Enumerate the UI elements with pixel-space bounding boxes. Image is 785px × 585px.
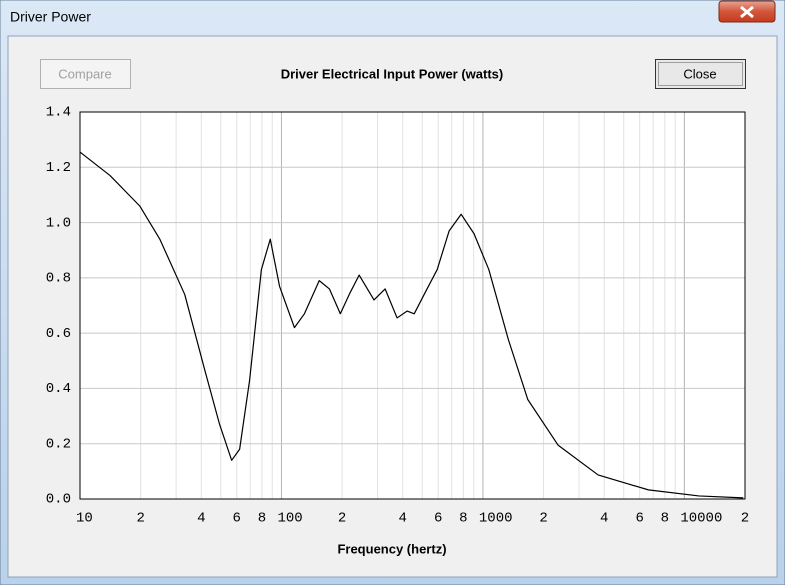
data-line: [79, 151, 744, 499]
y-tick-label: 1.2: [46, 160, 71, 176]
y-tick-label: 0.2: [46, 436, 71, 452]
plot-border: [79, 111, 746, 500]
compare-button[interactable]: Compare: [40, 59, 131, 89]
y-tick-label: 0.0: [46, 492, 71, 508]
chart-title: Driver Electrical Input Power (watts): [281, 66, 504, 81]
y-tick-label: 0.6: [46, 326, 71, 342]
plot: [79, 111, 746, 500]
button-label: Compare: [58, 66, 111, 81]
plot-area: [80, 112, 745, 499]
y-tick-label: 0.8: [46, 271, 71, 287]
window-close-button[interactable]: [718, 0, 776, 23]
window-title: Driver Power: [10, 9, 91, 25]
x-tick-label: 2: [338, 511, 346, 527]
x-tick-label: 8: [661, 511, 669, 527]
x-tick-label: 2: [539, 511, 547, 527]
x-tick-label: 4: [197, 511, 205, 527]
x-tick-label: 4: [600, 511, 608, 527]
x-tick-label: 100: [277, 511, 302, 527]
y-tick-label: 1.4: [46, 105, 71, 121]
x-tick-label: 6: [233, 511, 241, 527]
x-tick-label: 8: [459, 511, 467, 527]
x-tick-label: 6: [635, 511, 643, 527]
x-axis-label: Frequency (hertz): [337, 541, 446, 556]
x-tick-label: 2: [741, 511, 749, 527]
x-tick-label: 4: [399, 511, 407, 527]
x-tick-label: 10000: [680, 511, 722, 527]
x-tick-label: 8: [258, 511, 266, 527]
y-tick-label: 1.0: [46, 215, 71, 231]
y-tick-label: 0.4: [46, 381, 71, 397]
button-label: Close: [683, 66, 716, 81]
x-tick-label: 6: [434, 511, 442, 527]
x-tick-label: 1000: [479, 511, 513, 527]
x-tick-label: 10: [76, 511, 93, 527]
close-button[interactable]: Close: [655, 59, 746, 89]
x-tick-label: 2: [136, 511, 144, 527]
